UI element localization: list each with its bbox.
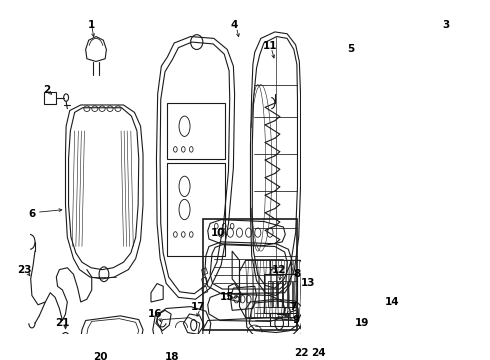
- Bar: [168, 163, 225, 256]
- Bar: [168, 103, 225, 159]
- Text: 19: 19: [354, 318, 369, 328]
- Bar: [293, 281, 297, 307]
- Text: 9: 9: [293, 315, 300, 325]
- Bar: [326, 155, 339, 175]
- Bar: [322, 89, 362, 247]
- Text: 23: 23: [17, 265, 32, 275]
- Bar: [288, 281, 292, 307]
- Bar: [264, 274, 297, 313]
- Bar: [44, 92, 56, 104]
- Text: 6: 6: [28, 209, 36, 219]
- Text: 1: 1: [88, 21, 96, 31]
- Bar: [326, 129, 339, 149]
- Bar: [326, 183, 354, 203]
- Text: 15: 15: [220, 292, 235, 302]
- Bar: [272, 281, 277, 307]
- Bar: [277, 281, 282, 307]
- Text: 3: 3: [442, 21, 449, 31]
- Text: 24: 24: [312, 348, 326, 358]
- Bar: [326, 103, 339, 123]
- Text: 21: 21: [55, 318, 70, 328]
- Text: 12: 12: [272, 265, 287, 275]
- Bar: [268, 281, 272, 307]
- Text: 2: 2: [44, 85, 51, 95]
- Bar: [270, 313, 288, 326]
- Bar: [342, 103, 354, 123]
- Text: 4: 4: [231, 21, 238, 31]
- Text: 11: 11: [263, 41, 277, 51]
- Text: 22: 22: [294, 348, 309, 358]
- Bar: [203, 219, 297, 330]
- Text: 10: 10: [211, 228, 225, 238]
- Bar: [342, 129, 354, 149]
- Bar: [283, 281, 287, 307]
- Text: 5: 5: [347, 45, 354, 54]
- Bar: [342, 155, 354, 175]
- Text: 14: 14: [385, 297, 399, 307]
- Text: 18: 18: [165, 352, 179, 360]
- Text: 17: 17: [191, 302, 205, 312]
- Text: 16: 16: [148, 309, 163, 319]
- Text: 13: 13: [300, 279, 315, 288]
- Text: 8: 8: [294, 269, 301, 279]
- Text: 20: 20: [93, 352, 107, 360]
- Text: 7: 7: [290, 302, 297, 312]
